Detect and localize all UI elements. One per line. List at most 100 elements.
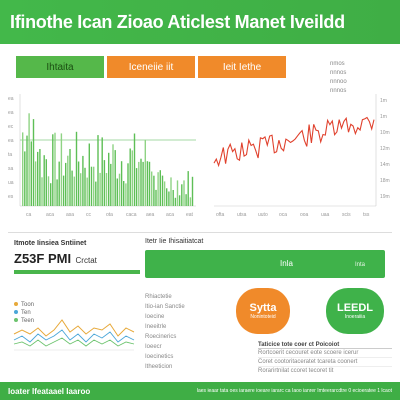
volume-bar bbox=[178, 195, 181, 206]
volume-bar bbox=[148, 161, 151, 206]
volume-bar bbox=[153, 175, 155, 206]
stats-underline bbox=[14, 270, 140, 274]
volume-bar bbox=[84, 167, 86, 206]
tab-market[interactable]: Iceneiie iit bbox=[107, 56, 195, 78]
x-tick-label: ota bbox=[106, 212, 113, 218]
x-tick-labels: ofta utsa uuto oca ooa uaa scis tss bbox=[216, 212, 370, 218]
pill-title: LEEDL bbox=[336, 302, 374, 314]
right-legend: nmos nnnos nnnoo nnnos bbox=[330, 60, 390, 96]
tab-label: Ieit Iethe bbox=[222, 61, 262, 73]
volume-bar bbox=[138, 161, 140, 206]
volume-bar bbox=[103, 160, 106, 206]
legend-label: Ten bbox=[21, 310, 31, 316]
legend-item: nnnos bbox=[330, 70, 347, 76]
volume-bar bbox=[75, 131, 78, 206]
green-bar-label: Inla bbox=[280, 259, 293, 268]
volume-bar bbox=[54, 132, 56, 206]
y-tick-label: ea bbox=[8, 110, 14, 116]
y-tick-label: 1m bbox=[380, 98, 387, 104]
x-tick-label: aea bbox=[146, 212, 155, 218]
x-tick-label: cc bbox=[86, 212, 92, 218]
volume-bar bbox=[125, 183, 127, 206]
info-list: Rhiactetie Itio-ian Sanctie Ioecine Inee… bbox=[145, 292, 235, 372]
volume-bar bbox=[189, 197, 192, 206]
orange-pill[interactable]: Sytta Nonintoteid bbox=[236, 288, 290, 334]
y-tick-label: 18m bbox=[380, 178, 390, 184]
volume-bar bbox=[127, 163, 129, 206]
volume-bar bbox=[90, 166, 93, 206]
volume-bar bbox=[161, 175, 164, 206]
y-tick-label: ea bbox=[8, 96, 14, 102]
green-panel-bar: Inla Inta bbox=[145, 250, 385, 278]
list-item: Ioecine bbox=[145, 314, 165, 320]
volume-bar bbox=[131, 150, 133, 206]
stats-value: Z53F PMI bbox=[14, 251, 72, 266]
volume-bar bbox=[88, 143, 90, 206]
page-title: Ifinothe Ican Zioao Aticlest Manet Iveil… bbox=[10, 11, 345, 32]
volume-bar bbox=[77, 161, 80, 206]
volume-bar bbox=[47, 176, 50, 206]
volume-bar bbox=[174, 197, 177, 206]
stats-value-row: Z53F PMI Crctat bbox=[14, 250, 139, 268]
x-tick-label: ca bbox=[26, 212, 32, 218]
pill-subtitle: Nonintoteid bbox=[250, 314, 276, 320]
volume-bar bbox=[52, 134, 54, 206]
legend-item: nnnos bbox=[330, 88, 347, 94]
volume-bar bbox=[50, 183, 52, 206]
volume-bar bbox=[191, 176, 194, 206]
pill-subtitle: Inoeraiiia bbox=[344, 314, 366, 320]
volume-bar bbox=[93, 166, 95, 206]
volume-bar bbox=[45, 159, 47, 206]
volume-bar bbox=[99, 172, 101, 206]
tab-overview[interactable]: Ihtaita bbox=[16, 56, 104, 78]
tab-reports[interactable]: Ieit Iethe bbox=[198, 56, 286, 78]
volume-bar bbox=[114, 150, 116, 206]
green-pill[interactable]: LEEDL Inoeraiiia bbox=[326, 288, 384, 334]
list-item: Itheeticion bbox=[145, 364, 173, 370]
volume-bar bbox=[157, 172, 159, 206]
list-item: Ioeecr bbox=[145, 344, 162, 350]
y-tick-label: sa bbox=[8, 166, 14, 172]
volume-bar bbox=[86, 177, 88, 206]
volume-bar bbox=[62, 175, 65, 206]
x-tick-label: ooa bbox=[300, 212, 309, 218]
x-tick-label: tss bbox=[363, 212, 370, 218]
volume-bar bbox=[71, 170, 73, 206]
volume-bar bbox=[129, 148, 131, 206]
volume-bar bbox=[60, 133, 63, 206]
volume-bar bbox=[159, 170, 161, 206]
legend-label: Toon bbox=[21, 302, 34, 308]
y-tick-label: ea bbox=[8, 138, 14, 144]
volume-bar bbox=[101, 137, 103, 206]
volume-bar bbox=[166, 188, 168, 206]
volume-bar bbox=[176, 180, 179, 206]
y-tick-label: es bbox=[8, 194, 14, 200]
volume-bar bbox=[151, 171, 153, 206]
volume-bar bbox=[34, 161, 37, 206]
volume-bar bbox=[170, 177, 172, 206]
volume-bar bbox=[95, 181, 97, 206]
volume-bar bbox=[97, 135, 99, 206]
trend-line-orange bbox=[13, 319, 135, 337]
volume-bar bbox=[163, 181, 166, 206]
x-tick-label: aca bbox=[46, 212, 54, 218]
stats-suffix: Crctat bbox=[75, 256, 97, 265]
volume-bar bbox=[73, 176, 75, 206]
legend-dot-blue bbox=[14, 310, 18, 314]
y-tick-label: ec bbox=[8, 124, 14, 130]
volume-bar bbox=[123, 181, 125, 206]
volume-chart: ea ea ec ea ta sa ua es ca aca asa cc ota caca aea aca… bbox=[8, 94, 196, 218]
volume-bar bbox=[144, 139, 146, 206]
volume-bar bbox=[26, 135, 28, 206]
trend-line-blue bbox=[13, 329, 135, 343]
x-tick-label: scis bbox=[342, 212, 351, 218]
y-tick-label: 12m bbox=[380, 146, 390, 152]
footer-right: Iaes ieaar tata oes iaraere ioeare iarar… bbox=[196, 388, 392, 394]
volume-bar bbox=[80, 173, 82, 206]
x-tick-label: asa bbox=[66, 212, 74, 218]
volume-bars bbox=[22, 113, 194, 206]
list-item: Itio-ian Sanctie bbox=[145, 304, 185, 310]
volume-bar bbox=[39, 149, 41, 206]
stats-block: Itmote Iinsiea Sntiinet Z53F PMI Crctat bbox=[14, 240, 139, 268]
footer-bar: Ioater Ifeataael Iaaroo Iaes ieaar tata … bbox=[0, 382, 400, 400]
